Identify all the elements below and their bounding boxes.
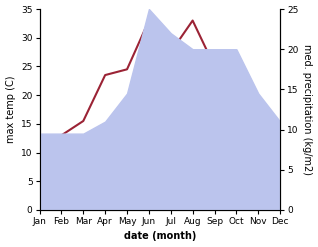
- Y-axis label: med. precipitation (kg/m2): med. precipitation (kg/m2): [302, 44, 313, 175]
- Y-axis label: max temp (C): max temp (C): [5, 76, 16, 143]
- X-axis label: date (month): date (month): [124, 231, 196, 242]
